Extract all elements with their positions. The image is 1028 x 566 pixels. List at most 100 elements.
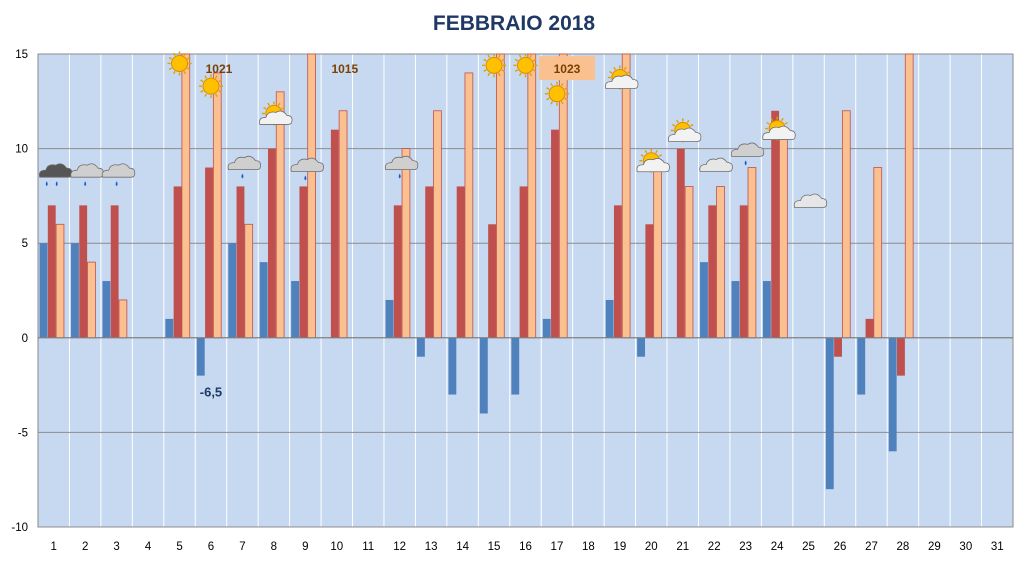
chart-title: FEBBRAIO 2018	[433, 12, 596, 35]
sun-ray	[200, 90, 204, 93]
sun-ray	[483, 58, 487, 62]
bar-series-2	[771, 110, 780, 338]
rain-cloud-icon	[730, 142, 765, 166]
bar-series-1	[39, 243, 48, 338]
x-tick-label: 7	[239, 541, 245, 553]
sun-ray	[501, 69, 505, 72]
x-tick-label: 3	[113, 541, 119, 553]
sun-ray	[218, 79, 222, 83]
bar-series-2	[110, 205, 119, 338]
x-tick-label: 1	[51, 541, 57, 553]
sun-ray	[497, 54, 501, 58]
annotation-label: 1021	[206, 62, 233, 76]
sun-ray	[200, 79, 204, 83]
cloud-shape	[636, 157, 670, 173]
x-tick-label: 26	[834, 541, 847, 553]
bar-series-2	[865, 318, 874, 338]
cloud-shape	[730, 142, 765, 157]
sun-ray	[564, 87, 568, 90]
x-tick-label: 4	[145, 541, 152, 553]
annotation-box	[538, 56, 595, 81]
bar-series-1	[102, 281, 111, 338]
rain-drop	[55, 181, 58, 187]
y-tick-label: -5	[18, 427, 28, 439]
rain-drop	[84, 181, 87, 187]
cloud-shape	[227, 155, 261, 171]
cloud-shape	[101, 163, 136, 178]
bar-series-2	[488, 224, 497, 338]
bar-series-1	[605, 299, 614, 338]
annotation-label: 1015	[331, 62, 358, 76]
bar-series-3	[904, 53, 914, 339]
sun-ray	[770, 117, 774, 122]
cloud-shape	[384, 155, 419, 171]
cloud-shape	[605, 74, 639, 89]
bar-series-2	[739, 205, 748, 338]
sun-ray	[564, 97, 568, 101]
sun-ray	[263, 106, 267, 110]
bar-series-3	[779, 129, 788, 339]
cloud-shape	[290, 157, 324, 172]
sun-ray	[518, 54, 522, 58]
sun-ray	[514, 58, 519, 62]
x-tick-label: 6	[208, 541, 214, 553]
sun-ray	[483, 69, 487, 72]
sun-ray	[532, 58, 537, 62]
rain-cloud-icon	[384, 155, 419, 179]
bar-series-2	[676, 148, 685, 338]
bar-series-3	[55, 223, 65, 339]
bar-series-1	[511, 337, 520, 395]
sun-ray	[183, 52, 187, 57]
sun-ray	[168, 56, 173, 60]
cloud-shape	[259, 110, 293, 125]
x-tick-label: 18	[582, 541, 595, 553]
y-tick-label: 15	[15, 49, 28, 61]
x-tick-label: 30	[959, 541, 972, 553]
sun-ray	[172, 70, 176, 75]
x-tick-label: 20	[645, 541, 658, 553]
bar-series-1	[416, 337, 425, 357]
bar-series-2	[613, 205, 622, 338]
sun-icon	[482, 53, 507, 78]
bar-series-1	[196, 337, 205, 376]
bar-series-2	[425, 186, 434, 338]
bar-series-2	[173, 186, 182, 338]
rain-cloud-icon	[101, 163, 136, 187]
cloud-shape	[38, 163, 73, 178]
sun-ray	[550, 101, 554, 105]
sun-ray	[546, 87, 550, 90]
sun-ray	[560, 82, 564, 87]
cloud-shape	[699, 157, 733, 172]
bar-series-2	[551, 129, 559, 338]
sun-ray	[640, 154, 644, 157]
x-tick-label: 15	[488, 541, 501, 553]
sun-ray	[183, 70, 187, 75]
sun-disc	[517, 56, 534, 74]
sun-ray	[277, 102, 281, 106]
bar-series-2	[79, 205, 88, 338]
bar-series-2	[47, 205, 56, 338]
x-tick-label: 14	[456, 541, 469, 553]
x-tick-label: 22	[708, 541, 721, 553]
sun-ray	[690, 123, 694, 127]
bar-series-1	[291, 281, 300, 338]
bar-series-3	[433, 110, 442, 339]
rain-cloud-icon	[227, 155, 261, 179]
x-tick-label: 21	[676, 541, 689, 553]
x-tick-label: 24	[771, 541, 784, 553]
rain-drop	[744, 160, 747, 166]
bar-series-2	[330, 129, 339, 338]
sun-ray	[672, 123, 676, 127]
sun-ray	[532, 69, 537, 72]
sun-ray	[281, 106, 285, 110]
y-tick-label: 0	[22, 333, 28, 345]
x-tick-label: 28	[897, 541, 910, 553]
sun-ray	[609, 70, 613, 74]
bar-series-2	[834, 337, 842, 357]
sun-ray	[781, 117, 784, 122]
bar-series-3	[338, 110, 348, 339]
cloud-shape	[70, 163, 104, 178]
bar-series-1	[637, 337, 646, 357]
rain-drop	[304, 175, 307, 181]
